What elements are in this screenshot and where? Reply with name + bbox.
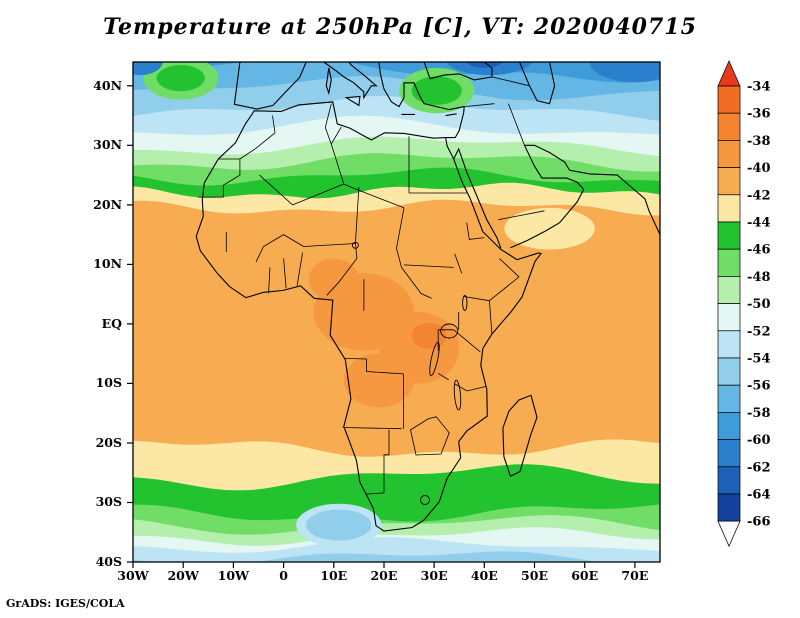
arabia-levant-coastline	[445, 106, 660, 249]
plot-title: Temperature at 250hPa [C], VT: 202004071…	[103, 14, 697, 40]
colorbar-tick-label: -64	[747, 488, 771, 503]
contour-blob	[156, 65, 205, 92]
lake-tanganyika	[429, 341, 440, 377]
madagascar-coastline	[502, 394, 538, 477]
colorbar-box	[717, 466, 741, 495]
colorbar-tick-label: -58	[747, 406, 771, 421]
lat-tick-label: 40S	[95, 554, 122, 569]
lon-tick-label: 70E	[621, 568, 649, 583]
contour-blob	[411, 322, 447, 349]
lesotho-border	[420, 495, 430, 505]
map-canvas	[127, 61, 661, 568]
colorbar-tick-label: -42	[747, 188, 771, 203]
lat-tick-label: 30S	[95, 494, 122, 510]
lat-tick-label: 30N	[93, 137, 122, 153]
colorbar-box	[717, 384, 741, 413]
colorbar: -34 -36 -38 -40 -42 -44 -46 -48 -50 -52 -54 -56 -58 -…	[717, 60, 771, 548]
contour-band-north	[133, 62, 660, 83]
colorbar-box	[717, 276, 741, 304]
colorbar-box	[717, 412, 741, 440]
country-borders	[198, 76, 545, 495]
colorbar-tick-label: -50	[747, 297, 771, 312]
lon-tick-label: 20W	[167, 568, 199, 583]
lon-tick-label: 30W	[117, 568, 149, 583]
colorbar-over-triangle	[717, 60, 741, 87]
colorbar-under-triangle	[717, 520, 741, 548]
colorbar-tick-label: -40	[747, 161, 771, 176]
colorbar-tick-label: -66	[747, 515, 771, 530]
colorbar-tick-label: -62	[747, 460, 771, 475]
lat-tick-label: EQ	[101, 315, 122, 331]
colorbar-box	[717, 493, 741, 522]
colorbar-tick-label: -44	[747, 216, 771, 231]
lon-tick-label: 20E	[370, 568, 398, 583]
grads-attribution: GrADS: IGES/COLA	[6, 597, 125, 610]
colorbar-box	[717, 248, 741, 277]
colorbar-tick-label: -34	[747, 80, 771, 95]
colorbar-box	[717, 112, 741, 141]
lat-tick-label: 10N	[93, 256, 122, 272]
colorbar-box	[717, 85, 741, 114]
temperature-field	[133, 62, 660, 562]
lon-tick-label: 10W	[217, 568, 250, 583]
lon-tick-label: 10E	[320, 568, 348, 583]
lake-victoria	[440, 323, 459, 339]
colorbar-box	[717, 330, 741, 359]
colorbar-tick-label: -54	[747, 352, 771, 367]
lake-malawi	[453, 379, 462, 411]
colorbar-tick-label: -36	[747, 107, 771, 122]
colorbar-box	[717, 439, 741, 468]
lat-tick-label: 20S	[95, 434, 122, 450]
colorbar-tick-label: -38	[747, 134, 771, 149]
colorbar-box	[717, 357, 741, 386]
lake-turkana	[462, 295, 468, 311]
contour-blob	[306, 509, 372, 541]
axis-ticks	[127, 85, 636, 568]
colorbar-box	[717, 167, 741, 196]
lat-tick-label: 40N	[93, 77, 122, 93]
colorbar-tick-label: -52	[747, 324, 771, 339]
colorbar-tick-label: -46	[747, 243, 771, 258]
colorbar-box	[717, 194, 741, 223]
colorbar-tick-label: -48	[747, 270, 771, 285]
map-frame	[132, 61, 661, 563]
colorbar-box	[717, 221, 741, 250]
lat-tick-label: 20N	[93, 196, 122, 212]
colorbar-tick-label: -56	[747, 379, 771, 394]
colorbar-box	[717, 140, 741, 168]
contour-blob	[308, 258, 359, 301]
lon-tick-label: 30E	[420, 568, 448, 583]
contour-blob	[411, 76, 462, 105]
lon-tick-label: 0	[279, 568, 288, 583]
lon-tick-label: 60E	[571, 568, 599, 583]
contour-blob	[343, 353, 414, 408]
contour-blob	[465, 62, 503, 68]
contour-blob	[589, 62, 660, 83]
colorbar-tick-label: -60	[747, 433, 771, 448]
lakes	[351, 241, 468, 505]
contour-band-south	[133, 551, 660, 562]
colorbar-box	[717, 303, 741, 332]
lon-tick-label: 50E	[521, 568, 548, 583]
contour-blob	[445, 62, 533, 76]
lon-tick-label: 40E	[470, 568, 498, 583]
africa-coastline	[195, 101, 542, 532]
lat-tick-label: 10S	[95, 375, 122, 391]
contour-blob	[133, 62, 164, 76]
mediterranean-europe-coastline	[233, 62, 556, 117]
lake-chad	[351, 241, 359, 249]
